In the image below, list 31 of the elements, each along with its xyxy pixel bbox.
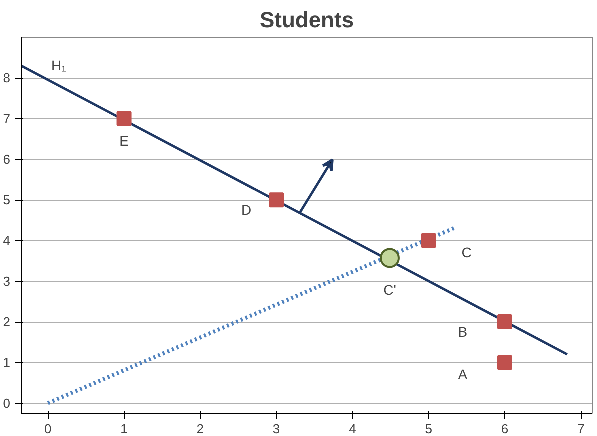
y-tick-label: 7 [3, 111, 11, 126]
y-tick-label: 5 [3, 192, 11, 208]
annotation: E [120, 132, 129, 149]
x-tick-label: 5 [425, 422, 432, 436]
annotation: C' [384, 282, 396, 298]
x-tick-label: 4 [349, 422, 356, 436]
y-tick-label: 0 [3, 396, 11, 411]
point [497, 355, 512, 370]
y-tick-label: 8 [3, 70, 11, 86]
chart-title: Students [260, 8, 354, 32]
y-tick-label: 6 [3, 152, 11, 167]
annotation: C [462, 244, 472, 261]
x-tick-label: 2 [196, 422, 204, 436]
annotation: A [458, 366, 468, 383]
annotation: D [241, 202, 252, 218]
y-tick-label: 1 [3, 355, 11, 370]
point [497, 314, 512, 330]
annotation: B [458, 324, 468, 340]
point [116, 111, 132, 126]
x-tick-label: 3 [272, 422, 280, 436]
y-tick-label: 4 [3, 233, 11, 248]
x-tick-label: 6 [501, 422, 509, 436]
x-tick-label: 7 [577, 422, 585, 436]
annotation: H₁ [52, 58, 67, 74]
x-tick-label: 0 [44, 422, 52, 436]
x-tick-label: 1 [120, 422, 128, 436]
point [421, 233, 436, 248]
y-tick-label: 3 [3, 274, 11, 289]
y-tick-label: 2 [3, 314, 11, 330]
point [380, 248, 400, 268]
point [269, 192, 284, 208]
